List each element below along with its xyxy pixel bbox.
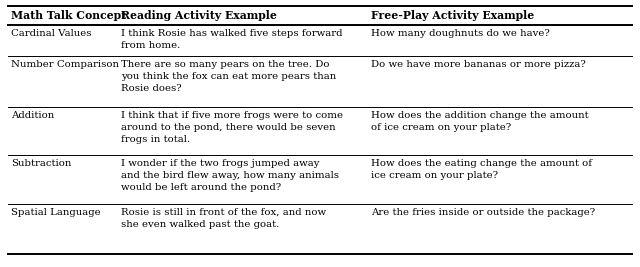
Text: Do we have more bananas or more pizza?: Do we have more bananas or more pizza?: [371, 60, 586, 69]
Text: Are the fries inside or outside the package?: Are the fries inside or outside the pack…: [371, 208, 595, 217]
Text: Cardinal Values: Cardinal Values: [11, 29, 92, 38]
Text: Rosie is still in front of the fox, and now
she even walked past the goat.: Rosie is still in front of the fox, and …: [121, 208, 326, 229]
Text: How many doughnuts do we have?: How many doughnuts do we have?: [371, 29, 550, 38]
Text: I think Rosie has walked five steps forward
from home.: I think Rosie has walked five steps forw…: [121, 29, 342, 50]
Text: Addition: Addition: [11, 111, 54, 120]
Text: How does the eating change the amount of
ice cream on your plate?: How does the eating change the amount of…: [371, 159, 592, 180]
Text: I think that if five more frogs were to come
around to the pond, there would be : I think that if five more frogs were to …: [121, 111, 343, 144]
Text: Math Talk Concept: Math Talk Concept: [11, 10, 126, 21]
Text: I wonder if the two frogs jumped away
and the bird flew away, how many animals
w: I wonder if the two frogs jumped away an…: [121, 159, 339, 192]
Text: There are so many pears on the tree. Do
you think the fox can eat more pears tha: There are so many pears on the tree. Do …: [121, 60, 336, 93]
Text: Spatial Language: Spatial Language: [11, 208, 100, 217]
Text: Reading Activity Example: Reading Activity Example: [121, 10, 277, 21]
Text: How does the addition change the amount
of ice cream on your plate?: How does the addition change the amount …: [371, 111, 589, 132]
Text: Number Comparison: Number Comparison: [11, 60, 119, 69]
Text: Free-Play Activity Example: Free-Play Activity Example: [371, 10, 534, 21]
Text: Subtraction: Subtraction: [11, 159, 72, 168]
